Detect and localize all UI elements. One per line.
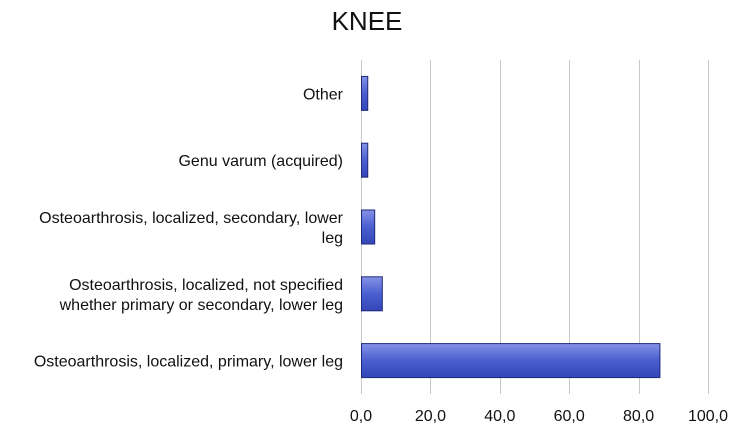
category-label: leg [322,230,343,247]
x-tick-label: 100,0 [688,408,728,425]
bar [361,276,383,312]
category-label: Osteoarthrosis, localized, not specified [69,277,343,294]
category-label: Other [303,86,344,103]
x-tick-labels: 0,0 20,0 40,0 60,0 80,0 100,0 [350,408,728,425]
category-labels: Other Genu varum (acquired) Osteoarthrosis… [34,86,344,370]
x-tick-label: 20,0 [415,408,446,425]
category-label: Osteoarthrosis, localized, primary, lowe… [34,354,343,371]
gridlines [361,60,709,394]
bar [361,75,369,111]
bar [361,142,369,178]
x-tick-label: 40,0 [484,408,515,425]
category-label: Genu varum (acquired) [178,153,343,170]
bar [361,343,661,379]
category-label: Osteoarthrosis, localized, secondary, lo… [39,210,344,227]
x-tick-label: 0,0 [350,408,372,425]
bars [361,75,661,379]
x-tick-label: 80,0 [623,408,654,425]
x-tick-label: 60,0 [554,408,585,425]
category-label: whether primary or secondary, lower leg [59,297,343,314]
bar [361,209,376,245]
chart-title: KNEE [332,6,403,36]
